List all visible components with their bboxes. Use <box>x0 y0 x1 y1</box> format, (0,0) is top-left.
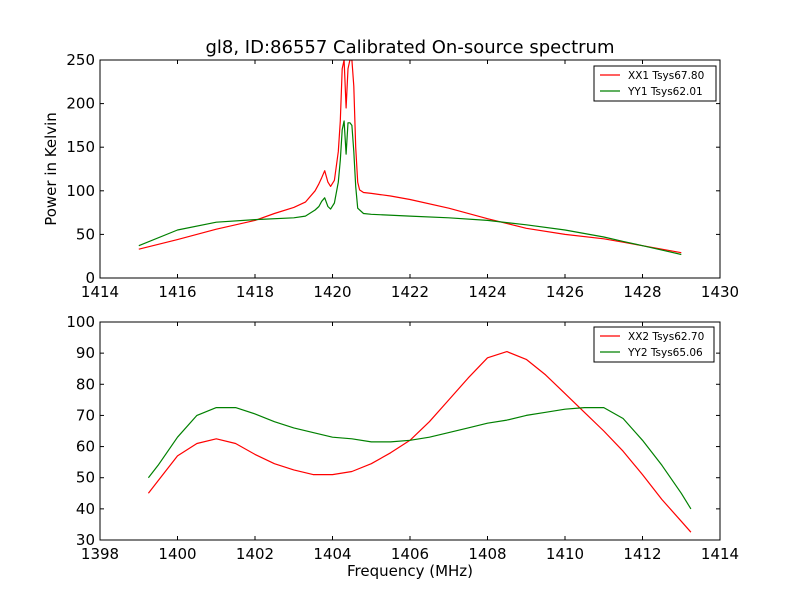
y-tick-label: 100 <box>66 182 95 200</box>
x-tick-label: 1412 <box>623 545 661 563</box>
x-tick-label: 1414 <box>701 545 739 563</box>
x-tick-label: 1424 <box>468 283 506 301</box>
figure-title: gl8, ID:86557 Calibrated On-source spect… <box>205 37 614 58</box>
series-line-xx2 <box>147 351 692 533</box>
y-tick-label: 90 <box>76 344 95 362</box>
top-panel: 1414 1416 1418 1420 1422 1424 1426 1428 1430 0 50 1… <box>42 51 739 301</box>
legend-entry: YY2 Tsys65.06 <box>627 347 703 359</box>
x-tick-label: 1400 <box>158 545 196 563</box>
y-axis-label: Power in Kelvin <box>42 112 60 226</box>
bottom-panel: 1398 1400 1402 1404 1406 1408 1410 1412 1414 30 40… <box>66 313 739 580</box>
x-tick-label: 1398 <box>81 545 119 563</box>
series-line-yy1 <box>138 120 682 256</box>
x-tick-label: 1416 <box>158 283 196 301</box>
x-tick-label: 1404 <box>313 545 351 563</box>
y-tick-label: 0 <box>85 269 95 287</box>
y-tick-label: 200 <box>66 95 95 113</box>
legend-entry: YY1 Tsys62.01 <box>627 86 703 98</box>
legend-box <box>593 326 715 363</box>
y-tick-label: 50 <box>76 469 95 487</box>
series-line-xx1 <box>138 60 682 254</box>
x-tick-label: 1422 <box>391 283 429 301</box>
series-line-yy2 <box>147 407 692 510</box>
x-tick-label: 1402 <box>236 545 274 563</box>
y-tick-label: 30 <box>76 531 95 549</box>
x-axis-label: Frequency (MHz) <box>347 562 473 580</box>
x-tick-label: 1406 <box>391 545 429 563</box>
x-tick-label: 1428 <box>623 283 661 301</box>
legend-box <box>593 65 717 102</box>
y-tick-label: 250 <box>66 51 95 69</box>
y-tick-label: 100 <box>66 313 95 331</box>
y-tick-label: 80 <box>76 375 95 393</box>
x-tick-label: 1420 <box>313 283 351 301</box>
y-tick-label: 150 <box>66 138 95 156</box>
x-tick-label: 1430 <box>701 283 739 301</box>
x-tick-label: 1418 <box>236 283 274 301</box>
x-tick-label: 1426 <box>546 283 584 301</box>
legend-entry: XX2 Tsys62.70 <box>628 331 704 343</box>
y-tick-label: 40 <box>76 500 95 518</box>
y-tick-label: 60 <box>76 438 95 456</box>
x-tick-label: 1410 <box>546 545 584 563</box>
y-tick-label: 70 <box>76 406 95 424</box>
x-tick-label: 1414 <box>81 283 119 301</box>
legend-entry: XX1 Tsys67.80 <box>628 70 704 82</box>
y-tick-label: 50 <box>76 225 95 243</box>
x-tick-label: 1408 <box>468 545 506 563</box>
